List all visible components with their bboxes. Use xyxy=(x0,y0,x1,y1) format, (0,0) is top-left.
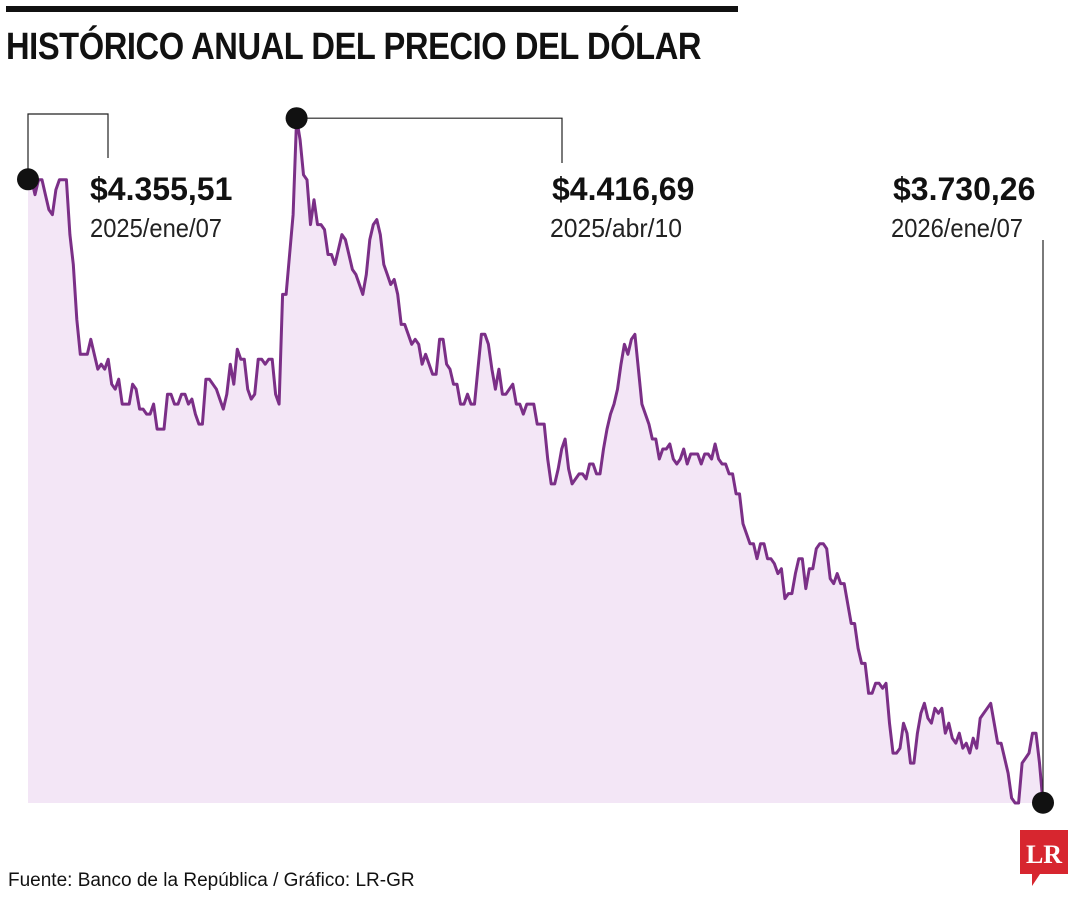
annotation-1: $4.355,51 2025/ene/07 xyxy=(17,113,232,243)
annotation-date: 2025/abr/10 xyxy=(550,213,682,243)
annotation-leader xyxy=(296,117,563,163)
annotation-marker xyxy=(1032,791,1054,814)
source-note: Fuente: Banco de la República / Gráfico:… xyxy=(8,870,415,891)
svg-text:LR: LR xyxy=(1026,840,1062,869)
annotation-3: $3.730,26 2026/ene/07 xyxy=(891,171,1054,814)
annotation-date: 2026/ene/07 xyxy=(891,213,1023,243)
annotation-marker xyxy=(17,168,39,191)
annotation-value: $4.355,51 xyxy=(90,171,232,207)
annotation-value: $3.730,26 xyxy=(893,171,1035,207)
annotation-date: 2025/ene/07 xyxy=(90,213,222,243)
top-rule xyxy=(6,6,738,12)
series-line xyxy=(28,116,1045,805)
annotation-value: $4.416,69 xyxy=(552,171,694,207)
area-fill xyxy=(28,118,1043,803)
lr-logo-icon: LR xyxy=(1020,830,1068,886)
annotation-2: $4.416,69 2025/abr/10 xyxy=(285,107,694,243)
annotation-marker xyxy=(285,107,308,130)
chart-title: HISTÓRICO ANUAL DEL PRECIO DEL DÓLAR xyxy=(6,26,702,68)
annotation-leader xyxy=(27,113,109,180)
